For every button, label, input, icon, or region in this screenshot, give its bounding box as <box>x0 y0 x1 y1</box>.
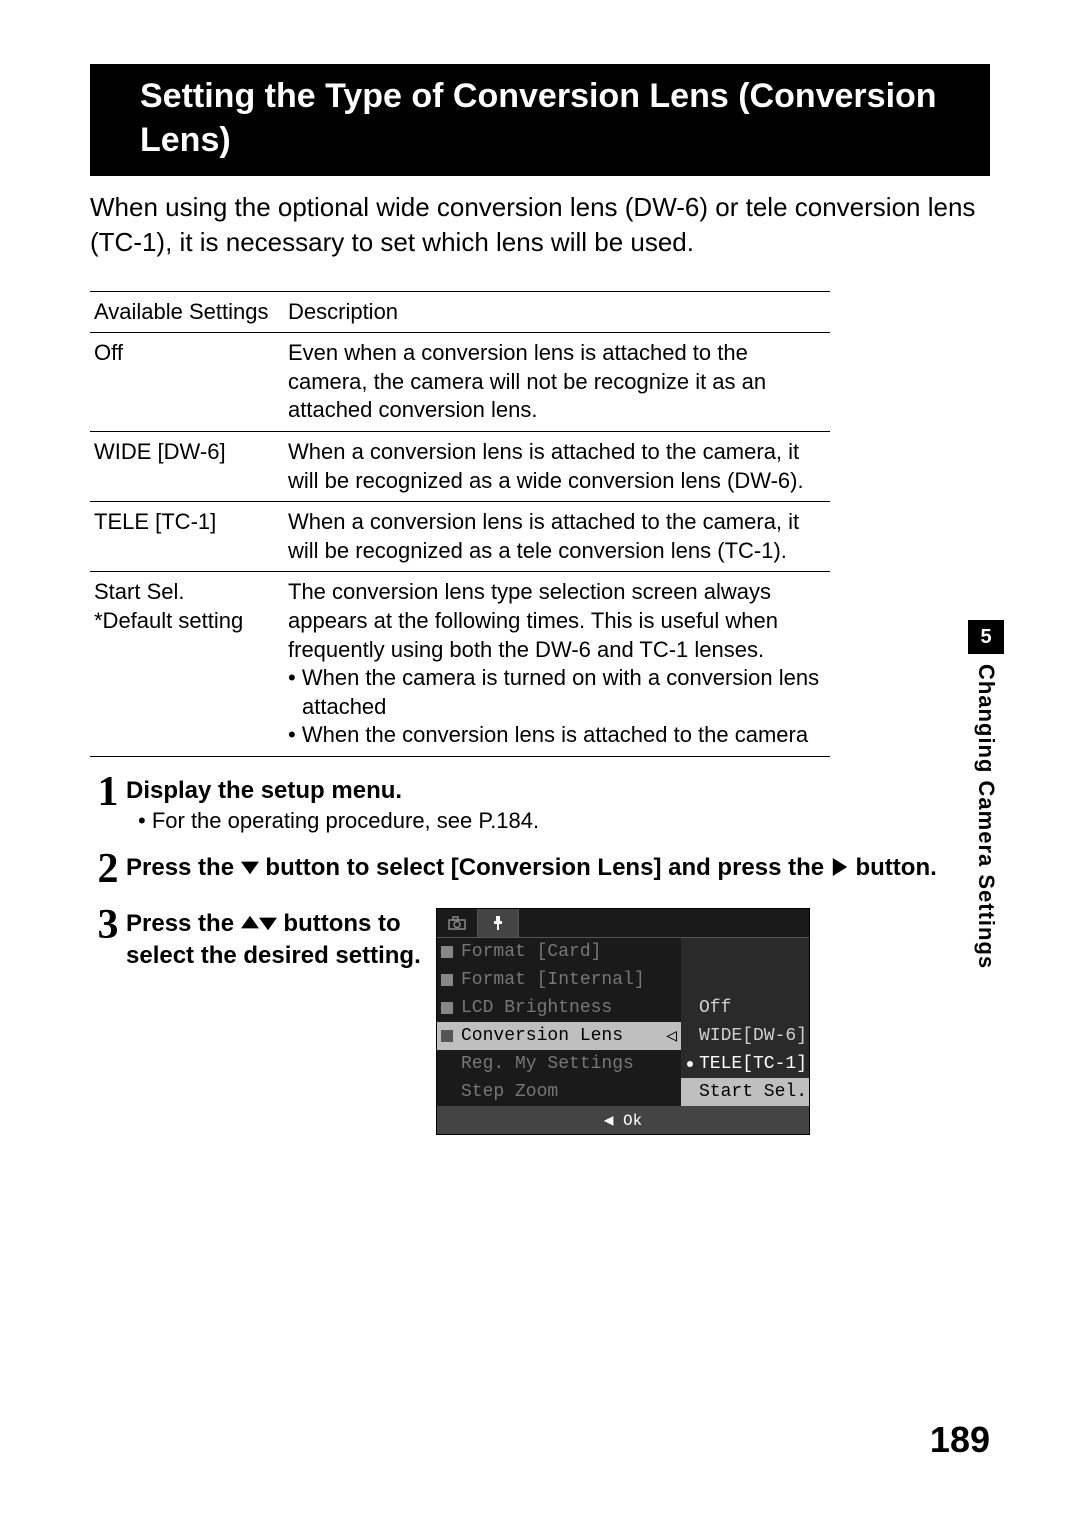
down-arrow-icon <box>259 909 277 940</box>
lcd-menu-item: Step Zoom <box>437 1078 681 1106</box>
lcd-option-list: Off WIDE[DW-6] TELE[TC-1] Start Sel. <box>681 938 809 1106</box>
lcd-option: WIDE[DW-6] <box>681 1022 809 1050</box>
lcd-tab-setup-icon <box>478 909 519 937</box>
setting-desc: When a conversion lens is attached to th… <box>284 502 830 572</box>
step-title: Press the buttons to select the desired … <box>126 908 426 971</box>
lcd-option-selected: TELE[TC-1] <box>681 1050 809 1078</box>
setting-name: WIDE [DW-6] <box>90 431 284 501</box>
lcd-menu-list: Format [Card] Format [Internal] LCD Brig… <box>437 938 681 1106</box>
setting-desc: Even when a conversion lens is attached … <box>284 333 830 432</box>
lcd-menu-item: LCD Brightness <box>437 994 681 1022</box>
setting-desc: The conversion lens type selection scree… <box>284 572 830 757</box>
lcd-menu-item-selected: Conversion Lens◁ <box>437 1022 681 1050</box>
step-1: 1 Display the setup menu. • For the oper… <box>90 775 990 834</box>
chapter-title: Changing Camera Settings <box>973 664 999 969</box>
step-3: 3 Press the buttons to select the desire… <box>90 908 990 1135</box>
chapter-number: 5 <box>968 620 1004 654</box>
manual-page: Setting the Type of Conversion Lens (Con… <box>0 0 1080 1521</box>
table-header: Available Settings <box>90 291 284 333</box>
lcd-ok-bar: ◀ Ok <box>437 1106 809 1134</box>
setting-desc: When a conversion lens is attached to th… <box>284 431 830 501</box>
step-number: 2 <box>90 848 126 890</box>
setting-name: TELE [TC-1] <box>90 502 284 572</box>
lcd-tab-camera-icon <box>437 909 478 937</box>
down-arrow-icon <box>241 853 259 884</box>
chapter-side-tab: 5 Changing Camera Settings <box>968 620 1004 969</box>
page-number: 189 <box>930 1419 990 1461</box>
right-arrow-icon <box>831 853 849 884</box>
step-number: 1 <box>90 771 126 813</box>
intro-paragraph: When using the optional wide conversion … <box>90 190 990 260</box>
step-title: Press the button to select [Conversion L… <box>126 852 990 884</box>
step-2: 2 Press the button to select [Conversion… <box>90 852 990 890</box>
up-arrow-icon <box>241 909 259 940</box>
section-title: Setting the Type of Conversion Lens (Con… <box>90 64 990 176</box>
lcd-option: Off <box>681 994 809 1022</box>
camera-lcd-screenshot: Format [Card] Format [Internal] LCD Brig… <box>436 908 810 1135</box>
table-row: Start Sel. *Default setting The conversi… <box>90 572 830 757</box>
setting-name: Start Sel. *Default setting <box>90 572 284 757</box>
lcd-menu-item: Format [Card] <box>437 938 681 966</box>
lcd-menu-item: Format [Internal] <box>437 966 681 994</box>
table-header-row: Available Settings Description <box>90 291 830 333</box>
settings-table: Available Settings Description Off Even … <box>90 291 830 757</box>
lcd-menu-item: Reg. My Settings <box>437 1050 681 1078</box>
step-title: Display the setup menu. <box>126 775 990 806</box>
table-row: Off Even when a conversion lens is attac… <box>90 333 830 432</box>
step-subtext: • For the operating procedure, see P.184… <box>126 808 990 834</box>
table-header: Description <box>284 291 830 333</box>
table-row: TELE [TC-1] When a conversion lens is at… <box>90 502 830 572</box>
step-number: 3 <box>90 904 126 946</box>
setting-name: Off <box>90 333 284 432</box>
table-row: WIDE [DW-6] When a conversion lens is at… <box>90 431 830 501</box>
lcd-option: Start Sel. <box>681 1078 809 1106</box>
